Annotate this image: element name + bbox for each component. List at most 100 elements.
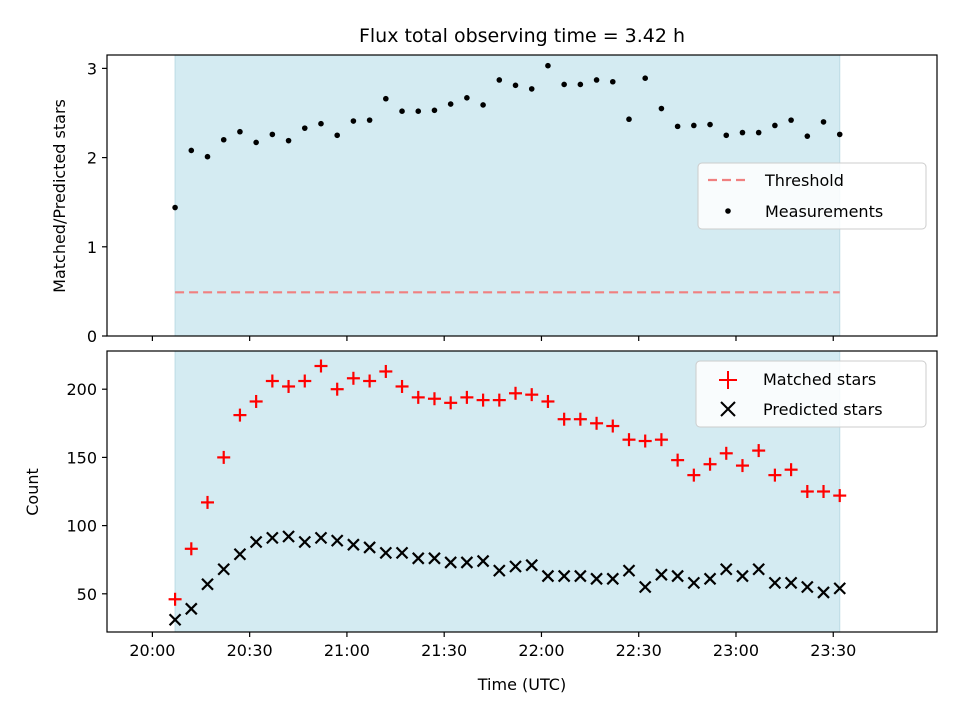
count-y-ticks: 50 100 150 200 xyxy=(66,380,107,604)
measurement-point xyxy=(593,77,600,83)
matched-star-point xyxy=(411,390,425,404)
measurement-point xyxy=(301,125,308,131)
predicted-star-point xyxy=(752,562,765,576)
ratio-y-tick-label: 3 xyxy=(87,59,97,78)
predicted-star-point xyxy=(233,547,247,561)
measurement-point xyxy=(269,131,276,138)
matched-star-point xyxy=(168,592,182,606)
predicted-star-point xyxy=(574,569,587,583)
predicted-star-point xyxy=(411,552,425,565)
matched-star-point xyxy=(379,364,393,378)
predicted-star-point xyxy=(363,541,376,554)
measurement-point xyxy=(788,117,794,123)
count-legend-box xyxy=(695,360,927,428)
measurement-point xyxy=(431,107,438,114)
matched-star-point xyxy=(817,485,831,498)
matched-star-point xyxy=(573,412,587,426)
predicted-star-point xyxy=(185,602,198,616)
matched-star-point xyxy=(460,390,474,404)
ratio-y-ticks: 0 1 2 3 xyxy=(87,59,107,346)
matched-star-point xyxy=(330,382,344,396)
predicted-star-point xyxy=(330,534,344,547)
matched-star-points xyxy=(168,359,847,606)
predicted-star-point xyxy=(817,586,830,599)
matched-star-point xyxy=(265,374,279,388)
matched-star-point xyxy=(622,433,636,447)
measurement-point xyxy=(237,128,243,135)
predicted-star-point xyxy=(509,560,522,573)
measurement-point xyxy=(691,122,697,129)
matched-star-point xyxy=(217,450,231,464)
matched-star-point xyxy=(687,468,701,482)
predicted-star-point xyxy=(590,572,603,586)
measurement-point xyxy=(350,118,357,124)
measurement-point xyxy=(172,204,178,211)
x-tick-label: 20:30 xyxy=(227,641,273,660)
x-tick-label: 23:00 xyxy=(713,641,759,660)
predicted-star-points xyxy=(168,530,847,627)
measurement-point xyxy=(318,120,324,127)
x-tick-label: 21:30 xyxy=(421,641,467,660)
measurement-point xyxy=(528,86,535,92)
measurement-point xyxy=(366,117,373,123)
predicted-star-point xyxy=(622,564,636,577)
predicted-star-point xyxy=(314,531,328,545)
matched-star-point xyxy=(735,459,749,473)
matched-star-point xyxy=(525,388,539,402)
ratio-x-ticks xyxy=(151,336,834,341)
matched-star-point xyxy=(719,446,733,460)
matched-star-point xyxy=(395,379,409,393)
x-tick-label: 22:30 xyxy=(616,641,662,660)
matched-star-point xyxy=(768,468,782,482)
x-axis-label: Time (UTC) xyxy=(477,675,566,694)
count-legend: Matched stars Predicted stars xyxy=(695,360,927,428)
measurement-point xyxy=(755,129,762,136)
measurement-point xyxy=(399,108,405,114)
measurement-point xyxy=(415,108,422,114)
predicted-star-point xyxy=(347,538,360,551)
matched-star-point xyxy=(314,359,328,373)
predicted-star-point xyxy=(687,576,701,590)
measurement-point xyxy=(804,133,811,139)
legend-predicted-swatch xyxy=(720,401,736,417)
predicted-star-point xyxy=(703,572,717,586)
predicted-star-point xyxy=(298,535,312,549)
matched-star-point xyxy=(444,396,458,410)
measurement-point xyxy=(723,132,730,139)
x-tick-label: 22:00 xyxy=(518,641,564,660)
measurement-point xyxy=(739,129,746,136)
predicted-star-point xyxy=(655,568,668,581)
measurement-point xyxy=(642,75,649,81)
predicted-star-point xyxy=(217,562,230,576)
measurement-point xyxy=(464,95,470,101)
predicted-star-point xyxy=(768,576,782,590)
matched-star-point xyxy=(654,433,668,447)
legend-matched-label: Matched stars xyxy=(763,370,876,389)
measurement-point xyxy=(188,147,195,154)
count-y-tick-label: 100 xyxy=(66,517,97,536)
predicted-star-point xyxy=(784,576,798,590)
predicted-star-point xyxy=(833,582,847,595)
ratio-panel-frame xyxy=(106,54,938,337)
measurement-points xyxy=(172,62,843,211)
measurement-point xyxy=(545,62,551,69)
ratio-panel: 0 1 2 3 Matched/Predicted stars Threshold M… xyxy=(50,54,938,346)
matched-star-point xyxy=(298,374,312,388)
predicted-star-point xyxy=(525,558,539,572)
predicted-star-point xyxy=(201,577,214,591)
matched-star-point xyxy=(282,379,296,393)
measurement-point xyxy=(609,78,616,85)
measurement-point xyxy=(707,121,713,128)
count-y-tick-label: 200 xyxy=(66,380,97,399)
predicted-star-point xyxy=(606,572,620,586)
matched-star-point xyxy=(509,386,523,400)
matched-star-point xyxy=(752,444,766,458)
measurement-point xyxy=(220,136,227,143)
legend-measurements-label: Measurements xyxy=(765,202,883,221)
count-y-tick-label: 50 xyxy=(77,585,97,604)
matched-star-point xyxy=(184,542,198,556)
predicted-star-point xyxy=(557,569,571,583)
predicted-star-point xyxy=(282,530,295,543)
count-y-axis-label: Count xyxy=(23,468,42,516)
measurement-point xyxy=(334,132,340,139)
